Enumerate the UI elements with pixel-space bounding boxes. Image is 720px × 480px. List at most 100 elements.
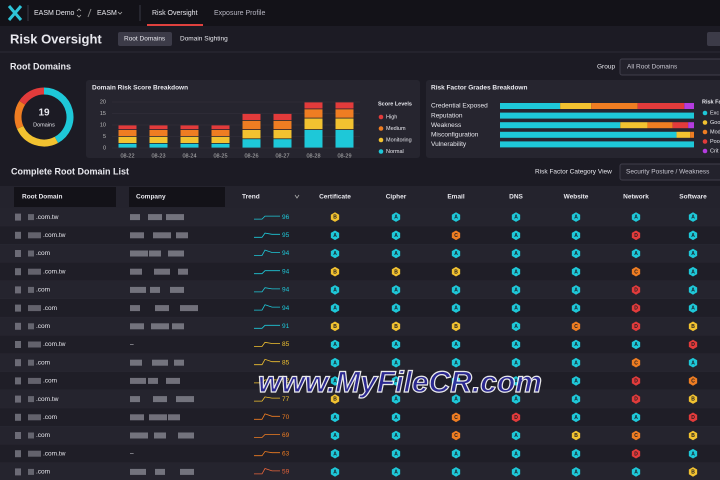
column-header[interactable]: Cipher: [386, 194, 407, 201]
grade-badge: [330, 467, 340, 477]
grade-badge: [688, 285, 698, 295]
column-header[interactable]: DNS: [509, 194, 523, 201]
column-header[interactable]: Website: [564, 194, 589, 201]
grade: C: [454, 233, 458, 239]
group-select[interactable]: [619, 58, 720, 76]
avatar: [15, 250, 21, 257]
grade-badge: [631, 212, 641, 222]
bar-segment: [688, 122, 694, 129]
grade-badge: [688, 430, 698, 441]
table-row[interactable]: [0, 444, 720, 463]
y-tick-label: 0: [103, 145, 106, 151]
avatar: [15, 359, 21, 367]
redacted: [130, 214, 140, 221]
watermark: www.MyFileCR.com: [258, 366, 542, 399]
legend-swatch: [378, 149, 384, 154]
column-header[interactable]: Network: [623, 194, 649, 201]
grade: A: [454, 379, 458, 385]
grade: A: [394, 379, 398, 385]
grade-badge: [451, 321, 461, 332]
sparkline: [254, 434, 280, 438]
column-header[interactable]: Trend: [242, 194, 260, 201]
domain: .com.tw: [43, 341, 66, 348]
tab[interactable]: Exposure Profile: [214, 10, 265, 17]
table-row[interactable]: [0, 371, 720, 390]
view-select[interactable]: [619, 163, 720, 181]
grade: C: [574, 324, 578, 330]
grade: A: [514, 215, 518, 221]
grade: A: [333, 233, 337, 239]
company: –: [130, 450, 134, 457]
action-button[interactable]: [707, 32, 720, 46]
grade: A: [454, 397, 458, 403]
grade: A: [514, 306, 518, 312]
column-header[interactable]: Certificate: [319, 194, 351, 201]
table-row[interactable]: [0, 244, 720, 263]
grade: A: [574, 233, 578, 239]
grade: A: [333, 451, 337, 457]
grade: A: [574, 379, 578, 385]
grade-badge: [330, 357, 340, 368]
view-select-value[interactable]: Security Posture / Weakness: [626, 169, 710, 176]
table-row[interactable]: [0, 408, 720, 427]
table-row[interactable]: [0, 262, 720, 281]
grade: D: [514, 415, 518, 421]
grade-badge: [330, 230, 340, 241]
bar-segment: [335, 130, 354, 148]
grade-badge: [330, 376, 340, 386]
sparkline: [254, 341, 280, 347]
table-row[interactable]: [0, 280, 720, 299]
table-row[interactable]: [0, 335, 720, 354]
table-row[interactable]: [0, 462, 720, 480]
toggle-active[interactable]: [118, 32, 172, 46]
table-row[interactable]: [0, 426, 720, 445]
grade-badge: [511, 212, 521, 222]
grade-badge: [688, 467, 698, 477]
table-row[interactable]: [0, 208, 720, 227]
legend-swatch: [702, 129, 708, 135]
redacted: [130, 414, 144, 421]
org-name[interactable]: EASM Demo: [34, 10, 75, 17]
column-header[interactable]: Software: [679, 194, 707, 201]
sparkline: [254, 249, 280, 256]
redacted: [150, 286, 160, 293]
redacted: [178, 268, 188, 275]
column-header[interactable]: Root Domain: [22, 194, 62, 201]
table-row[interactable]: [0, 226, 720, 245]
toggle-label[interactable]: Root Domains: [124, 36, 166, 43]
table-row[interactable]: [0, 299, 720, 318]
grade: A: [394, 233, 398, 239]
redacted: [178, 432, 194, 439]
avatar: [15, 213, 21, 221]
grade: A: [394, 251, 398, 257]
grade-badge: [391, 357, 401, 368]
grade-badge: [511, 448, 521, 459]
grade: A: [574, 397, 578, 403]
avatar: [15, 395, 21, 403]
grade: C: [691, 379, 695, 385]
redacted: [28, 359, 34, 366]
grade: A: [333, 342, 337, 348]
grade-badge: [451, 412, 461, 423]
legend-label: Mod: [710, 129, 720, 135]
legend-swatch: [702, 110, 708, 116]
grade-badge: [451, 230, 461, 241]
y-tick-label: 15: [100, 111, 106, 117]
grade: A: [454, 251, 458, 257]
grade-badge: [391, 394, 401, 404]
bar-segment: [149, 143, 168, 148]
column-header[interactable]: Company: [136, 194, 166, 201]
bar-segment: [211, 130, 230, 137]
grade-badge: [511, 376, 521, 386]
grade-badge: [511, 394, 521, 404]
column-header[interactable]: Email: [447, 194, 465, 201]
group-select-value[interactable]: All Root Domains: [627, 64, 678, 71]
grade-badge: [688, 339, 698, 350]
table-row[interactable]: [0, 390, 720, 409]
toggle-label[interactable]: Domain Sighting: [180, 36, 228, 43]
tab-active[interactable]: Risk Oversight: [152, 10, 198, 17]
x-tick-label: 08-23: [151, 153, 165, 159]
table-row[interactable]: [0, 317, 720, 336]
table-row[interactable]: [0, 353, 720, 372]
project-name[interactable]: EASM: [97, 10, 117, 17]
